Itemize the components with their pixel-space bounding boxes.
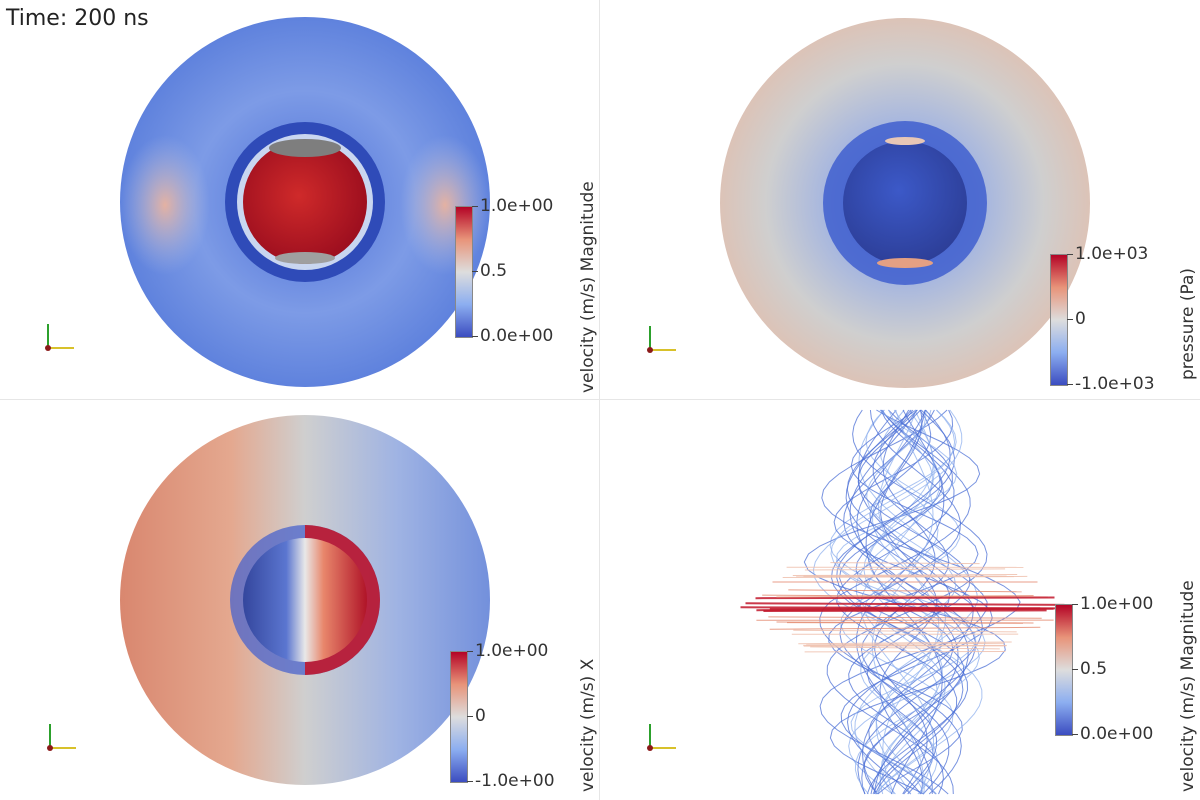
streamline	[810, 646, 1000, 650]
streamline	[763, 609, 1047, 612]
streamline	[788, 589, 1022, 593]
streamline	[769, 607, 1041, 610]
streamline	[826, 409, 988, 795]
panel-velocity-x[interactable]: 1.0e+00 0 -1.0e+00 velocity (m/s) X	[0, 400, 600, 800]
streamline	[860, 409, 957, 795]
streamline	[846, 409, 988, 795]
colorbar-title: velocity (m/s) Magnitude	[1178, 580, 1198, 792]
streamlines-render	[740, 409, 1070, 795]
panel-velocity-magnitude[interactable]: 1.0e+00 0.5 0.0e+00 velocity (m/s) Magni…	[0, 0, 600, 400]
orientation-axes-icon	[647, 326, 676, 353]
colorbar-gradient	[455, 206, 473, 338]
colorbar-title: velocity (m/s) X	[578, 658, 598, 792]
streamline	[836, 409, 964, 795]
colorbar-tick-max: 1.0e+00	[1080, 594, 1154, 614]
panel-pressure[interactable]: 1.0e+03 0 -1.0e+03 pressure (Pa)	[600, 0, 1200, 400]
streamline	[839, 409, 962, 795]
streamline	[868, 409, 943, 795]
colorbar-tick-max: 1.0e+03	[1075, 244, 1149, 264]
orientation-axes-icon	[45, 324, 74, 351]
streamline	[830, 409, 980, 795]
streamline	[836, 409, 958, 795]
colorbar-tick-min: -1.0e+00	[475, 771, 555, 791]
streamline	[812, 409, 983, 795]
streamline	[798, 641, 1012, 645]
colorbar-tick-mid: 0.5	[1080, 659, 1108, 679]
colorbar-tick-mid: 0.5	[480, 261, 508, 281]
colorbar-title: pressure (Pa)	[1178, 267, 1198, 380]
streamline	[849, 409, 969, 795]
colorbar-tick-min: -1.0e+03	[1075, 374, 1155, 394]
streamline	[879, 409, 938, 795]
streamline	[845, 409, 983, 795]
orientation-axes-icon	[647, 724, 676, 751]
streamline	[819, 409, 1021, 795]
streamline	[803, 409, 1006, 795]
streamline	[786, 622, 1024, 624]
streamline	[755, 596, 1055, 600]
streamline	[854, 409, 978, 795]
streamline	[793, 629, 1017, 633]
streamline	[866, 409, 951, 795]
streamline	[859, 409, 935, 795]
streamline	[768, 616, 1042, 619]
streamline	[806, 642, 1004, 646]
horizontal-divider	[0, 399, 1200, 400]
streamline	[865, 409, 943, 795]
streamline	[833, 409, 993, 795]
streamline	[776, 595, 1034, 598]
colorbar-tick-max: 1.0e+00	[475, 641, 549, 661]
streamline	[856, 409, 959, 795]
streamline	[848, 409, 971, 795]
colorbar-tick-max: 1.0e+00	[480, 196, 554, 216]
colorbar-tick-min: 0.0e+00	[480, 326, 554, 346]
streamline	[804, 568, 1006, 571]
streamline	[830, 409, 969, 795]
panel-streamlines[interactable]: 1.0e+00 0.5 0.0e+00 velocity (m/s) Magni…	[600, 400, 1200, 800]
orientation-axes-icon	[47, 724, 76, 751]
streamline	[840, 409, 961, 795]
streamline	[745, 602, 1065, 606]
time-label: Time: 200 ns	[6, 6, 149, 31]
streamline	[792, 574, 1018, 576]
vertical-divider	[599, 0, 600, 800]
colorbar-tick-mid: 0	[475, 706, 486, 726]
colorbar-tick-mid: 0	[1075, 309, 1086, 329]
colorbar-title: velocity (m/s) Magnitude	[578, 181, 598, 393]
streamline	[836, 409, 977, 795]
streamline	[830, 562, 980, 565]
velocity-x-render	[120, 415, 490, 785]
streamline	[871, 409, 934, 795]
colorbar-tick-min: 0.0e+00	[1080, 724, 1154, 744]
colorbar-gradient	[1050, 254, 1068, 386]
streamline	[769, 626, 1041, 630]
colorbar-gradient	[1055, 604, 1073, 736]
streamline	[819, 409, 971, 795]
colorbar-gradient	[450, 651, 468, 783]
streamline	[829, 409, 986, 795]
pressure-render	[720, 18, 1090, 388]
